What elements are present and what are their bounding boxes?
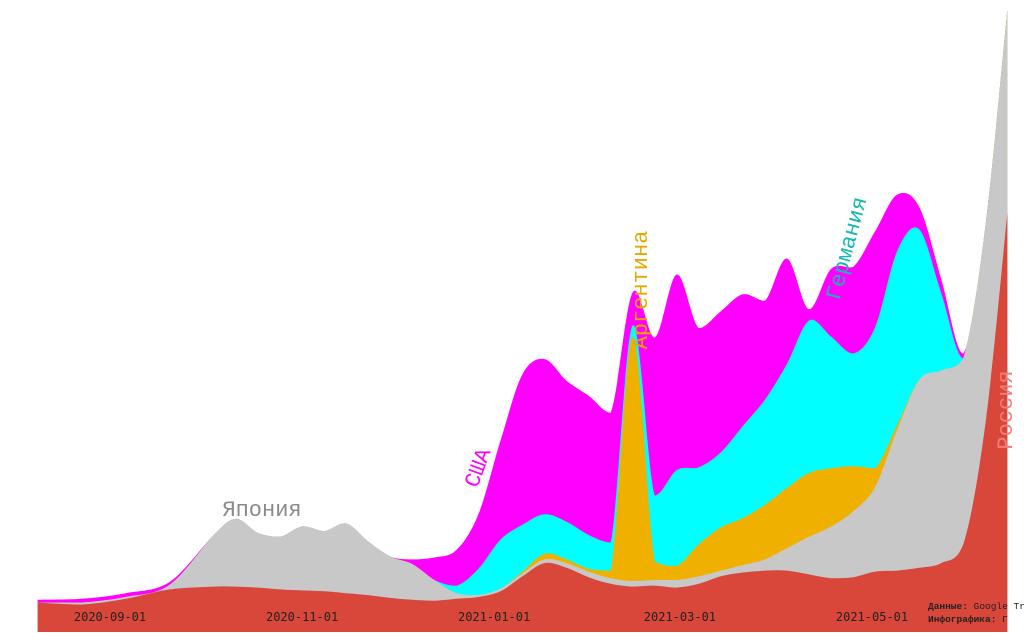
x-tick-label-3: 2021-03-01	[644, 610, 716, 624]
credits-data-value: Google Trends	[973, 601, 1024, 612]
series-areas	[37, 10, 1008, 632]
credits-graphics-label: Инфографика:	[928, 614, 997, 625]
series-area-0	[37, 212, 1008, 632]
x-tick-label-0: 2020-09-01	[74, 610, 146, 624]
series-area-3	[37, 10, 1008, 632]
credits-graphics-line: Инфографика: Г	[928, 613, 1024, 626]
credits: Данные: Google Trends Инфографика: Г	[928, 600, 1024, 626]
x-tick-label-1: 2020-11-01	[266, 610, 338, 624]
credits-data-line: Данные: Google Trends	[928, 600, 1024, 613]
x-tick-label-4: 2021-05-01	[836, 610, 908, 624]
credits-graphics-value: Г	[1002, 614, 1008, 625]
x-tick-label-2: 2021-01-01	[458, 610, 530, 624]
credits-data-label: Данные:	[928, 601, 968, 612]
x-axis: 2020-09-01 2020-11-01 2021-01-01 2021-03-01…	[74, 610, 908, 624]
series-label-2: Аргентина	[629, 231, 654, 350]
series-label-0: Япония	[222, 498, 301, 523]
series-label-4: Россия	[994, 370, 1019, 449]
